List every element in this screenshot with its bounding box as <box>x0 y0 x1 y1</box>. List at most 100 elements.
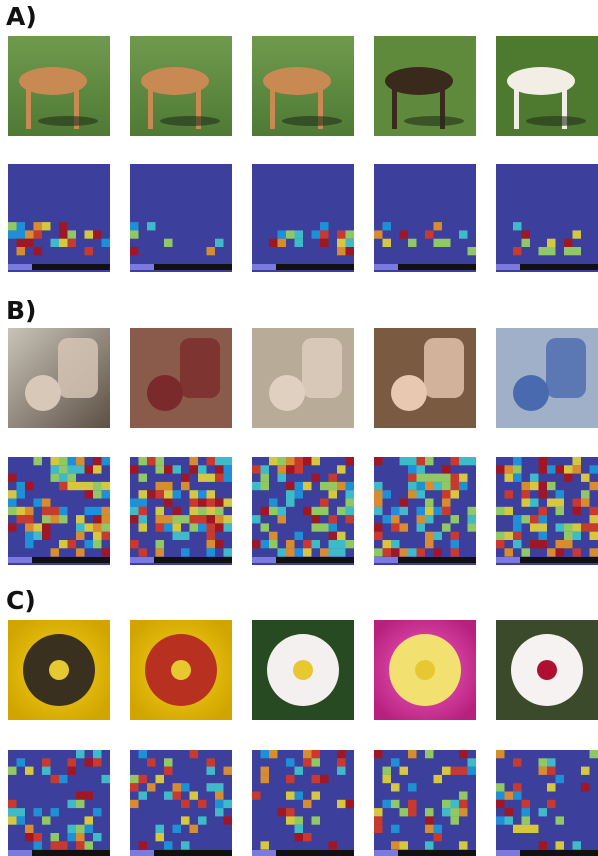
heat-cell <box>34 523 43 531</box>
heat-cell <box>93 833 102 841</box>
image-tile <box>496 620 598 720</box>
heat-cell <box>34 808 43 816</box>
heatmap-strip <box>374 557 398 563</box>
heat-cell <box>42 532 51 540</box>
heat-cell <box>85 523 94 531</box>
heat-cell <box>434 507 443 515</box>
heatmap-strip <box>8 850 32 856</box>
photo-subject <box>270 81 275 129</box>
heat-cell <box>320 507 329 515</box>
heat-cell <box>539 523 548 531</box>
heat-cell <box>286 775 295 783</box>
heat-cell <box>215 515 224 523</box>
heat-cell <box>130 775 139 783</box>
heat-cell <box>374 457 383 465</box>
heat-cell <box>25 515 34 523</box>
heat-cell <box>400 767 409 775</box>
heat-cell <box>564 474 573 482</box>
photo-subject <box>415 660 435 680</box>
heat-cell <box>505 548 514 556</box>
heat-cell <box>286 816 295 824</box>
heat-cell <box>93 482 102 490</box>
heat-cell <box>93 808 102 816</box>
heat-cell <box>164 239 173 247</box>
heat-cell <box>329 523 338 531</box>
heat-cell <box>215 523 224 531</box>
heat-cell <box>164 767 173 775</box>
heat-cell <box>190 515 199 523</box>
heat-cell <box>513 222 522 230</box>
heat-cell <box>556 490 565 498</box>
heat-cell <box>303 457 312 465</box>
heat-cell <box>295 239 304 247</box>
heat-cell <box>383 548 392 556</box>
heat-cell <box>573 523 582 531</box>
photo-subject <box>269 375 305 411</box>
heat-cell <box>76 548 85 556</box>
heat-cell <box>312 474 321 482</box>
heat-cell <box>539 457 548 465</box>
heat-cell <box>85 540 94 548</box>
heat-cell <box>451 474 460 482</box>
heat-cell <box>25 825 34 833</box>
heat-cell <box>505 474 514 482</box>
heat-cell <box>215 783 224 791</box>
shadow <box>526 116 586 126</box>
heat-cell <box>434 239 443 247</box>
heat-cell <box>303 540 312 548</box>
heatmap <box>130 457 232 565</box>
heat-cell <box>215 499 224 507</box>
heat-cell <box>496 507 505 515</box>
heat-cell <box>295 767 304 775</box>
heat-cell <box>93 758 102 766</box>
heat-cell <box>59 230 68 238</box>
heat-cell <box>425 750 434 758</box>
heat-cell <box>496 792 505 800</box>
heat-cell <box>102 457 111 465</box>
heat-cell <box>286 457 295 465</box>
heat-cell <box>408 239 417 247</box>
heat-cell <box>312 523 321 531</box>
heat-cell <box>442 808 451 816</box>
heat-cell <box>190 792 199 800</box>
photo-subject <box>391 375 427 411</box>
heat-cell <box>374 523 383 531</box>
photo-subject <box>293 660 313 680</box>
heat-cell <box>320 523 329 531</box>
heat-cell <box>8 816 17 824</box>
heat-cell <box>556 523 565 531</box>
heat-cell <box>337 247 346 255</box>
heat-cell <box>442 239 451 247</box>
heat-cell <box>400 808 409 816</box>
heat-cell <box>400 507 409 515</box>
heat-cell <box>207 474 216 482</box>
heat-cell <box>76 800 85 808</box>
heat-cell <box>530 515 539 523</box>
heat-cell <box>312 750 321 758</box>
heat-cell <box>346 540 355 548</box>
heat-cell <box>320 222 329 230</box>
heat-cell <box>303 548 312 556</box>
heat-cell <box>224 816 233 824</box>
heat-cell <box>215 457 224 465</box>
heat-cell <box>391 540 400 548</box>
heat-cell <box>374 808 383 816</box>
heat-cell <box>164 792 173 800</box>
heat-cell <box>573 548 582 556</box>
heat-cell <box>68 767 77 775</box>
heat-cell <box>164 499 173 507</box>
heat-cell <box>564 239 573 247</box>
heat-cell <box>252 540 261 548</box>
heat-cell <box>130 499 139 507</box>
heatmap-strip <box>130 850 154 856</box>
heat-cell <box>156 775 165 783</box>
heat-cell <box>261 507 270 515</box>
heat-cell <box>573 247 582 255</box>
heat-cell <box>156 507 165 515</box>
heat-cell <box>85 465 94 473</box>
heat-cell <box>59 222 68 230</box>
panel-label: A) <box>6 2 37 31</box>
image-tile <box>374 328 476 428</box>
heat-cell <box>190 490 199 498</box>
heat-cell <box>391 825 400 833</box>
